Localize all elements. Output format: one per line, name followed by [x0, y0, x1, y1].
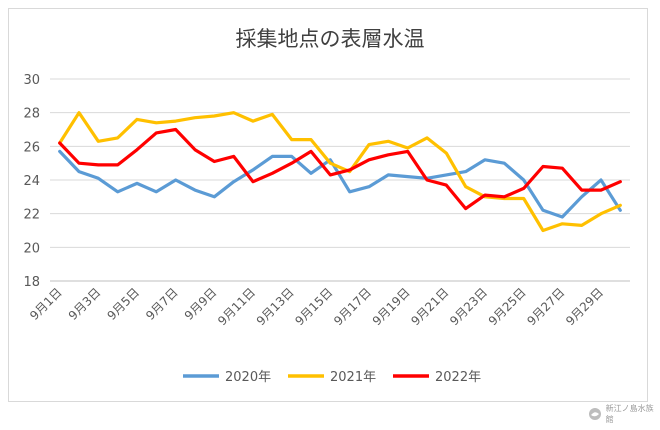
x-tick-label: 9月15日 [292, 285, 335, 328]
x-tick-label: 9月11日 [215, 285, 258, 328]
legend: 2020年 2021年 2022年 [183, 370, 481, 385]
series-line-2 [58, 127, 622, 211]
series-line-1 [58, 111, 622, 233]
aquarium-logo-icon [589, 408, 601, 420]
legend-label: 2021年 [330, 370, 376, 385]
y-tick-label: 22 [23, 208, 40, 223]
y-tick-label: 24 [23, 174, 40, 189]
x-tick-label: 9月3日 [66, 285, 104, 323]
y-tick-label: 26 [23, 140, 40, 155]
x-tick-label: 9月21日 [408, 285, 451, 328]
watermark: 新江ノ島水族館 [588, 404, 660, 424]
y-axis-ticks: 18 20 22 24 26 28 30 [23, 73, 40, 290]
x-tick-label: 9月17日 [331, 285, 374, 328]
y-tick-label: 18 [23, 275, 40, 290]
x-tick-label: 9月23日 [447, 285, 490, 328]
x-tick-label: 9月7日 [143, 285, 181, 323]
series-line-0 [58, 149, 622, 219]
x-tick-label: 9月29日 [563, 285, 606, 328]
y-tick-label: 28 [23, 107, 40, 122]
x-tick-label: 9月1日 [27, 285, 65, 323]
x-tick-label: 9月13日 [254, 285, 297, 328]
x-axis-ticks: 9月1日 9月3日 9月5日 9月7日 9月9日9月11日9月13日9月15日9月17日… [27, 285, 606, 328]
legend-label: 2020年 [225, 370, 271, 385]
x-tick-label: 9月9日 [182, 285, 220, 323]
x-tick-label: 9月19日 [370, 285, 413, 328]
chart-title: 採集地点の表層水温 [236, 27, 425, 51]
x-tick-label: 9月25日 [486, 285, 529, 328]
series-lines [58, 111, 622, 233]
gridlines [50, 78, 630, 248]
x-tick-label: 9月27日 [524, 285, 567, 328]
watermark-text: 新江ノ島水族館 [605, 404, 654, 424]
y-tick-label: 30 [23, 73, 40, 88]
y-tick-label: 20 [23, 241, 40, 256]
legend-label: 2022年 [435, 370, 481, 385]
x-tick-label: 9月5日 [104, 285, 142, 323]
